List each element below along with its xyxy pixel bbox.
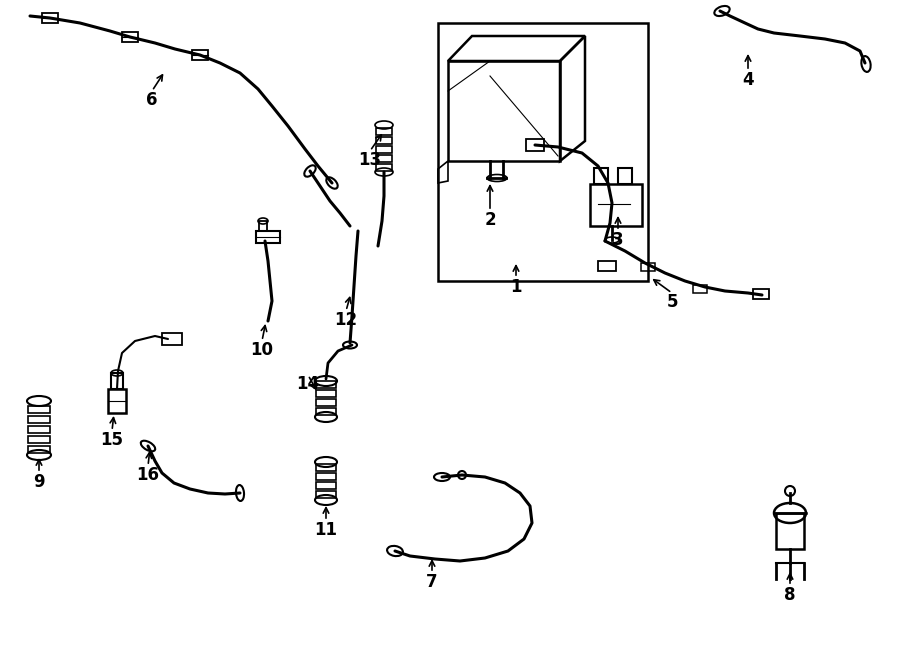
Text: 3: 3 <box>612 231 624 249</box>
Bar <box>108 389 126 413</box>
Bar <box>618 168 632 184</box>
Bar <box>122 32 138 42</box>
Text: 11: 11 <box>314 521 338 539</box>
Bar <box>590 184 642 226</box>
Bar <box>28 406 50 413</box>
Bar <box>376 164 392 171</box>
Bar <box>256 231 280 243</box>
Bar <box>376 155 392 162</box>
Bar <box>776 513 804 549</box>
Bar <box>641 263 655 271</box>
Bar <box>316 408 336 415</box>
Bar <box>316 381 336 388</box>
Text: 12: 12 <box>335 311 357 329</box>
Bar <box>693 285 707 293</box>
Text: 1: 1 <box>510 278 522 296</box>
Bar <box>192 50 208 60</box>
Text: 7: 7 <box>427 573 437 591</box>
Text: 5: 5 <box>666 293 678 311</box>
Bar <box>316 464 336 471</box>
Text: 9: 9 <box>33 473 45 491</box>
Text: 16: 16 <box>137 466 159 484</box>
Bar <box>316 491 336 498</box>
Bar <box>111 373 123 389</box>
Bar <box>316 482 336 489</box>
Bar <box>316 390 336 397</box>
Text: 13: 13 <box>358 151 382 169</box>
Bar <box>28 446 50 453</box>
Bar <box>316 473 336 480</box>
Text: 8: 8 <box>784 586 796 604</box>
Bar <box>28 436 50 443</box>
Text: 15: 15 <box>101 431 123 449</box>
Text: 14: 14 <box>296 375 320 393</box>
Bar <box>526 139 544 151</box>
Text: 10: 10 <box>250 341 274 359</box>
Bar <box>753 289 769 299</box>
Bar <box>42 13 58 23</box>
Bar <box>438 23 648 281</box>
Bar <box>376 137 392 144</box>
Bar <box>259 221 267 231</box>
Bar <box>28 426 50 433</box>
Bar <box>28 416 50 423</box>
Bar <box>162 333 182 345</box>
Text: 6: 6 <box>146 91 158 109</box>
Bar <box>376 128 392 135</box>
Text: 2: 2 <box>484 211 496 229</box>
Bar <box>594 168 608 184</box>
Bar <box>376 146 392 153</box>
Bar <box>598 261 616 271</box>
Text: 4: 4 <box>742 71 754 89</box>
Bar <box>316 399 336 406</box>
